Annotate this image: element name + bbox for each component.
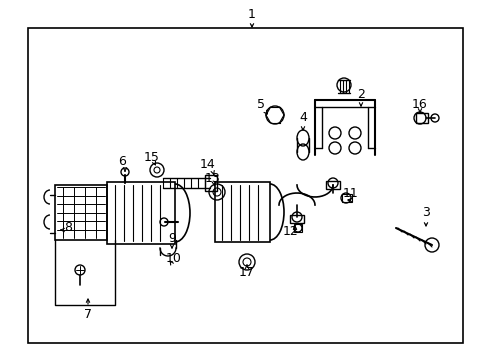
Text: 13: 13 [204, 172, 221, 185]
Bar [55, 185, 107, 240]
Bar [415, 113, 427, 123]
Text: 8: 8 [64, 221, 72, 234]
Bar [215, 182, 269, 242]
Bar [28, 28, 462, 343]
Text: 12: 12 [283, 225, 298, 238]
Text: 9: 9 [168, 231, 176, 244]
Text: 1: 1 [247, 8, 255, 21]
Text: 4: 4 [299, 112, 306, 125]
Text: 7: 7 [84, 309, 92, 321]
Text: 10: 10 [166, 252, 182, 265]
Bar [325, 181, 339, 189]
Bar [289, 215, 304, 223]
Text: 14: 14 [200, 158, 215, 171]
Text: 15: 15 [144, 152, 160, 165]
Bar [107, 182, 175, 244]
Text: 2: 2 [356, 87, 364, 100]
Bar [293, 224, 302, 232]
Text: 11: 11 [343, 188, 358, 201]
Text: 3: 3 [421, 207, 429, 220]
Bar [341, 194, 351, 202]
Text: 17: 17 [239, 265, 254, 279]
Bar [204, 175, 217, 191]
Text: 5: 5 [257, 98, 264, 111]
Text: 6: 6 [118, 156, 126, 168]
Text: 16: 16 [411, 98, 427, 111]
